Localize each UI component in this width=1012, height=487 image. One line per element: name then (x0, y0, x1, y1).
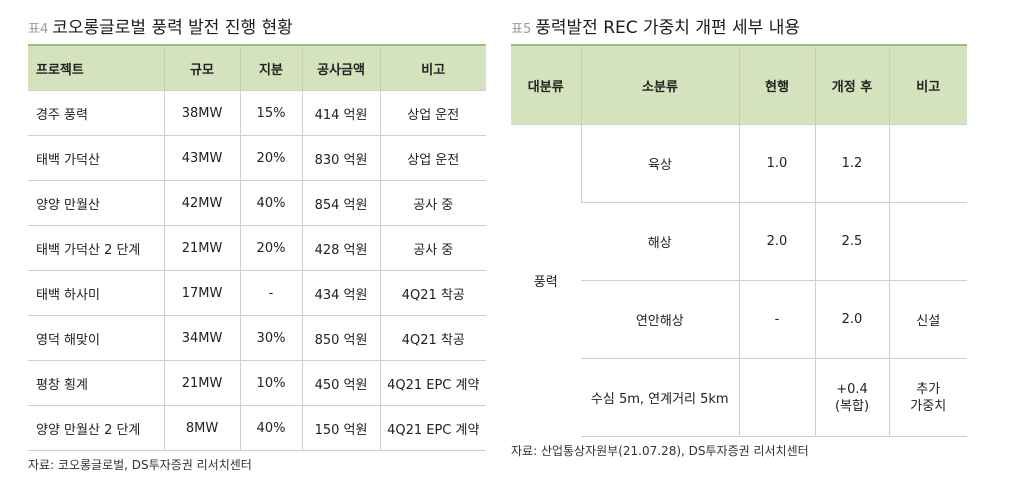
left-panel: 표4 코오롱글로벌 풍력 발전 진행 현황 프로젝트 규모 지분 공사금액 비고 … (28, 0, 486, 473)
table5-title-text: 풍력발전 REC 가중치 개편 세부 내용 (535, 18, 800, 38)
table-header-row: 대분류 소분류 현행 개정 후 비고 (511, 44, 967, 125)
header-note: 비고 (379, 44, 486, 91)
note-cell: 상업 운전 (379, 90, 486, 136)
share-cell: 20% (239, 225, 302, 271)
table-row: 양양 만월산 2 단계 8MW 40% 150 억원 4Q21 EPC 계약 (28, 405, 486, 451)
header-share: 지분 (239, 44, 302, 91)
note-cell: 4Q21 착공 (379, 315, 486, 361)
header-note: 비고 (888, 44, 967, 125)
project-cell: 양양 만월산 2 단계 (28, 405, 164, 451)
amount-cell: 854 억원 (301, 180, 380, 226)
share-cell: 20% (239, 135, 302, 181)
table-row: 평창 횡계 21MW 10% 450 억원 4Q21 EPC 계약 (28, 360, 486, 406)
amount-cell: 150 억원 (301, 405, 380, 451)
wind-project-table: 프로젝트 규모 지분 공사금액 비고 경주 풍력 38MW 15% 414 억원… (28, 44, 486, 451)
note-cell (888, 202, 967, 281)
table-row: 영덕 해맞이 34MW 30% 850 억원 4Q21 착공 (28, 315, 486, 361)
project-cell: 평창 횡계 (28, 360, 164, 406)
revised-cell: 1.2 (814, 124, 889, 203)
amount-cell: 414 억원 (301, 90, 380, 136)
note-cell: 공사 중 (379, 180, 486, 226)
scale-cell: 17MW (163, 270, 240, 316)
current-cell: 2.0 (738, 202, 815, 281)
table-row: 양양 만월산 42MW 40% 854 억원 공사 중 (28, 180, 486, 226)
amount-cell: 850 억원 (301, 315, 380, 361)
current-cell (738, 358, 815, 437)
share-cell: 10% (239, 360, 302, 406)
table-row: 태백 가덕산 2 단계 21MW 20% 428 억원 공사 중 (28, 225, 486, 271)
note-cell: 공사 중 (379, 225, 486, 271)
header-major: 대분류 (511, 44, 581, 125)
table5-number: 표5 (511, 22, 532, 37)
minor-cell: 육상 (580, 124, 739, 203)
header-amount: 공사금액 (301, 44, 380, 91)
note-cell: 4Q21 EPC 계약 (379, 405, 486, 451)
note-cell: 추가 가중치 (888, 358, 967, 437)
header-revised: 개정 후 (814, 44, 889, 125)
table4-title: 표4 코오롱글로벌 풍력 발전 진행 현황 (28, 0, 486, 44)
header-current: 현행 (738, 44, 815, 125)
header-scale: 규모 (163, 44, 240, 91)
table-row: 연안해상 - 2.0 신설 (511, 280, 967, 359)
note-cell: 상업 운전 (379, 135, 486, 181)
revised-cell: 2.5 (814, 202, 889, 281)
note-line: 추가 (916, 381, 941, 397)
table-row: 풍력 육상 1.0 1.2 (511, 124, 967, 437)
share-cell: 40% (239, 180, 302, 226)
project-cell: 태백 가덕산 2 단계 (28, 225, 164, 271)
table-header-row: 프로젝트 규모 지분 공사금액 비고 (28, 44, 486, 91)
amount-cell: 830 억원 (301, 135, 380, 181)
current-cell: 1.0 (738, 124, 815, 203)
table5-source: 자료: 산업통상자원부(21.07.28), DS투자증권 리서치센터 (511, 444, 809, 458)
table-row: 태백 가덕산 43MW 20% 830 억원 상업 운전 (28, 135, 486, 181)
right-panel: 표5 풍력발전 REC 가중치 개편 세부 내용 대분류 소분류 현행 개정 후 … (511, 0, 967, 459)
revised-cell: 2.0 (814, 280, 889, 359)
project-cell: 영덕 해맞이 (28, 315, 164, 361)
table5-title: 표5 풍력발전 REC 가중치 개편 세부 내용 (511, 0, 967, 44)
note-cell: 4Q21 착공 (379, 270, 486, 316)
note-cell: 신설 (888, 280, 967, 359)
note-line: 가중치 (910, 398, 947, 414)
scale-cell: 21MW (163, 225, 240, 271)
table-row: 해상 2.0 2.5 (511, 202, 967, 281)
table-row: 경주 풍력 38MW 15% 414 억원 상업 운전 (28, 90, 486, 136)
scale-cell: 42MW (163, 180, 240, 226)
note-cell (888, 124, 967, 203)
current-cell: - (738, 280, 815, 359)
revised-value: +0.4 (836, 381, 868, 397)
scale-cell: 34MW (163, 315, 240, 361)
note-cell: 4Q21 EPC 계약 (379, 360, 486, 406)
minor-cell: 수심 5m, 연계거리 5km (581, 358, 739, 437)
scale-cell: 8MW (163, 405, 240, 451)
share-cell: 15% (239, 90, 302, 136)
header-project: 프로젝트 (28, 44, 164, 91)
amount-cell: 428 억원 (301, 225, 380, 271)
share-cell: - (239, 270, 302, 316)
rec-weight-table: 대분류 소분류 현행 개정 후 비고 풍력 육상 1.0 1.2 해상 2.0 … (511, 44, 967, 437)
project-cell: 경주 풍력 (28, 90, 164, 136)
project-cell: 태백 하사미 (28, 270, 164, 316)
table-row: 태백 하사미 17MW - 434 억원 4Q21 착공 (28, 270, 486, 316)
amount-cell: 434 억원 (301, 270, 380, 316)
project-cell: 양양 만월산 (28, 180, 164, 226)
share-cell: 40% (239, 405, 302, 451)
header-minor: 소분류 (580, 44, 739, 125)
scale-cell: 43MW (163, 135, 240, 181)
project-cell: 태백 가덕산 (28, 135, 164, 181)
revised-cell: +0.4 (복합) (814, 358, 889, 437)
minor-cell: 연안해상 (581, 280, 739, 359)
scale-cell: 38MW (163, 90, 240, 136)
share-cell: 30% (239, 315, 302, 361)
table4-number: 표4 (28, 22, 49, 37)
major-category-cell: 풍력 (511, 124, 581, 437)
scale-cell: 21MW (163, 360, 240, 406)
minor-cell: 해상 (581, 202, 739, 281)
table4-source: 자료: 코오롱글로벌, DS투자증권 리서치센터 (28, 458, 252, 472)
table4-title-text: 코오롱글로벌 풍력 발전 진행 현황 (52, 18, 293, 38)
revised-qualifier: (복합) (834, 398, 870, 414)
table-row: 수심 5m, 연계거리 5km +0.4 (복합) 추가 가중치 (511, 358, 967, 437)
amount-cell: 450 억원 (301, 360, 380, 406)
